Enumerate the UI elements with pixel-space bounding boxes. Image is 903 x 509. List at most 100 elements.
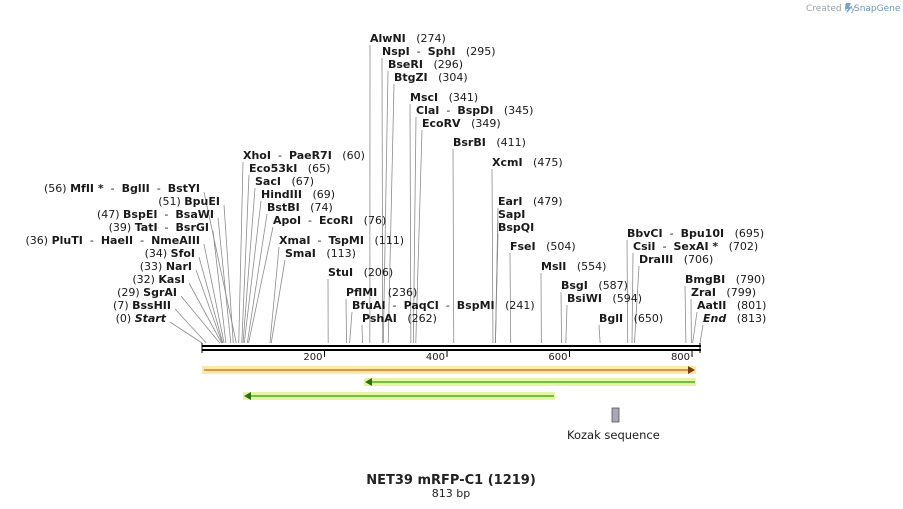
enzyme-name: MslI bbox=[541, 260, 566, 273]
site-label[interactable]: (39) TatI - BsrGI bbox=[109, 221, 209, 234]
site-label[interactable]: PflMI (236) bbox=[346, 286, 417, 299]
site-leader-line bbox=[241, 174, 250, 344]
site-label[interactable]: XcmI (475) bbox=[492, 156, 563, 169]
enzyme-separator: - bbox=[271, 149, 289, 162]
feature-green-1[interactable] bbox=[364, 378, 696, 386]
site-label[interactable]: XhoI - PaeR7I (60) bbox=[243, 149, 365, 162]
site-label[interactable]: BsrBI (411) bbox=[453, 136, 526, 149]
site-label[interactable]: BseRI (296) bbox=[388, 58, 463, 71]
enzyme-name: XhoI bbox=[243, 149, 271, 162]
site-label[interactable]: ClaI - BspDI (345) bbox=[416, 104, 533, 117]
map-title: NET39 mRFP-C1 (1219) bbox=[366, 473, 536, 488]
enzyme-name: PaqCI bbox=[404, 299, 439, 312]
site-label[interactable]: BsiWI (594) bbox=[567, 292, 642, 305]
site-label[interactable]: CsiI - SexAI * (702) bbox=[633, 240, 758, 253]
site-labels: AlwNI (274)NspI - SphI (295)BseRI (296)B… bbox=[26, 32, 767, 325]
site-position: (650) bbox=[623, 312, 663, 325]
site-label[interactable]: BmgBI (790) bbox=[685, 273, 765, 286]
feature-green-2[interactable] bbox=[243, 392, 555, 400]
enzyme-name: StuI bbox=[328, 266, 353, 279]
enzyme-separator: - bbox=[655, 240, 673, 253]
site-leader-line bbox=[495, 233, 499, 344]
enzyme-name: ZraI bbox=[691, 286, 716, 299]
site-label[interactable]: DraIII (706) bbox=[639, 253, 713, 266]
site-label[interactable]: AatII (801) bbox=[697, 299, 766, 312]
site-label[interactable]: ApoI - EcoRI (76) bbox=[273, 214, 386, 227]
site-leader-line bbox=[345, 298, 347, 344]
site-label[interactable]: (34) SfoI bbox=[145, 247, 195, 260]
enzyme-name: HindIII bbox=[261, 188, 302, 201]
feature-orange[interactable] bbox=[202, 366, 696, 374]
site-label[interactable]: (51) BpuEI bbox=[158, 195, 220, 208]
enzyme-name: ClaI bbox=[416, 104, 439, 117]
site-label[interactable]: StuI (206) bbox=[328, 266, 393, 279]
site-label[interactable]: (29) SgrAI bbox=[117, 286, 177, 299]
site-label[interactable]: BsgI (587) bbox=[561, 279, 628, 292]
site-label[interactable]: BfuAI - PaqCI - BspMI (241) bbox=[352, 299, 535, 312]
site-label[interactable]: EarI (479) bbox=[498, 195, 563, 208]
site-label[interactable]: XmaI - TspMI (111) bbox=[279, 234, 404, 247]
site-label[interactable]: (47) BspEI - BsaWI bbox=[97, 208, 214, 221]
enzyme-name: BstYI bbox=[168, 182, 200, 195]
site-label[interactable]: EcoRV (349) bbox=[422, 117, 501, 130]
site-leader-line bbox=[269, 246, 280, 344]
site-label[interactable]: BtgZI (304) bbox=[394, 71, 468, 84]
site-label[interactable]: ZraI (799) bbox=[691, 286, 756, 299]
site-label[interactable]: End (813) bbox=[703, 312, 766, 325]
site-leader-line bbox=[238, 161, 244, 344]
site-position: (65) bbox=[297, 162, 330, 175]
site-leader-line bbox=[188, 282, 222, 344]
enzyme-name: BfuAI bbox=[352, 299, 386, 312]
site-label[interactable]: (33) NarI bbox=[140, 260, 192, 273]
site-label[interactable]: SapI bbox=[498, 208, 525, 221]
site-label[interactable]: (0) Start bbox=[116, 312, 167, 325]
site-position: (554) bbox=[566, 260, 606, 273]
enzyme-name: BstBI bbox=[267, 201, 300, 214]
site-leader-line bbox=[212, 230, 227, 344]
ruler-tick-label: 800 bbox=[671, 352, 690, 363]
enzyme-name: DraIII bbox=[639, 253, 673, 266]
site-label[interactable]: BstBI (74) bbox=[267, 201, 333, 214]
site-label[interactable]: Eco53kI (65) bbox=[249, 162, 330, 175]
site-label[interactable]: BbvCI - Bpu10I (695) bbox=[627, 227, 764, 240]
snapgene-logo-icon bbox=[845, 3, 852, 14]
site-label[interactable]: (32) KasI bbox=[132, 273, 185, 286]
enzyme-separator: - bbox=[83, 234, 101, 247]
site-label[interactable]: HindIII (69) bbox=[261, 188, 335, 201]
site-position: (475) bbox=[523, 156, 563, 169]
site-label[interactable]: PshAI (262) bbox=[362, 312, 437, 325]
site-leader-line bbox=[180, 295, 221, 344]
site-label[interactable]: BglI (650) bbox=[599, 312, 663, 325]
site-label[interactable]: BspQI bbox=[498, 221, 534, 234]
site-leader-line bbox=[409, 103, 412, 344]
site-label[interactable]: (56) MfII * - BglII - BstYI bbox=[44, 182, 200, 195]
site-label[interactable]: MscI (341) bbox=[410, 91, 478, 104]
site-position: (262) bbox=[397, 312, 437, 325]
site-label[interactable]: MslI (554) bbox=[541, 260, 606, 273]
site-position: (51) bbox=[158, 195, 184, 208]
site-label[interactable]: FseI (504) bbox=[510, 240, 576, 253]
kozak-feature[interactable]: Kozak sequence bbox=[567, 407, 660, 442]
enzyme-name: AlwNI bbox=[370, 32, 406, 45]
enzyme-name: CsiI bbox=[633, 240, 655, 253]
site-label[interactable]: (7) BssHII bbox=[113, 299, 171, 312]
site-label[interactable]: NspI - SphI (295) bbox=[382, 45, 496, 58]
site-position: (33) bbox=[140, 260, 166, 273]
enzyme-separator: - bbox=[663, 227, 681, 240]
site-label[interactable]: SacI (67) bbox=[255, 175, 314, 188]
enzyme-separator: - bbox=[439, 104, 457, 117]
site-position: (349) bbox=[461, 117, 501, 130]
enzyme-name: SfoI bbox=[171, 247, 195, 260]
enzyme-separator: - bbox=[439, 299, 457, 312]
site-label[interactable]: (36) PluTI - HaeII - NmeAIII bbox=[26, 234, 200, 247]
enzyme-name: SmaI bbox=[285, 247, 316, 260]
site-leader-line bbox=[412, 116, 417, 344]
site-position: (56) bbox=[44, 182, 70, 195]
site-position: (706) bbox=[673, 253, 713, 266]
site-label[interactable]: SmaI (113) bbox=[285, 247, 356, 260]
site-leader-line bbox=[174, 308, 207, 344]
site-leader-line bbox=[203, 243, 225, 344]
site-position: (695) bbox=[724, 227, 764, 240]
site-label[interactable]: AlwNI (274) bbox=[370, 32, 446, 45]
site-position: (111) bbox=[364, 234, 404, 247]
